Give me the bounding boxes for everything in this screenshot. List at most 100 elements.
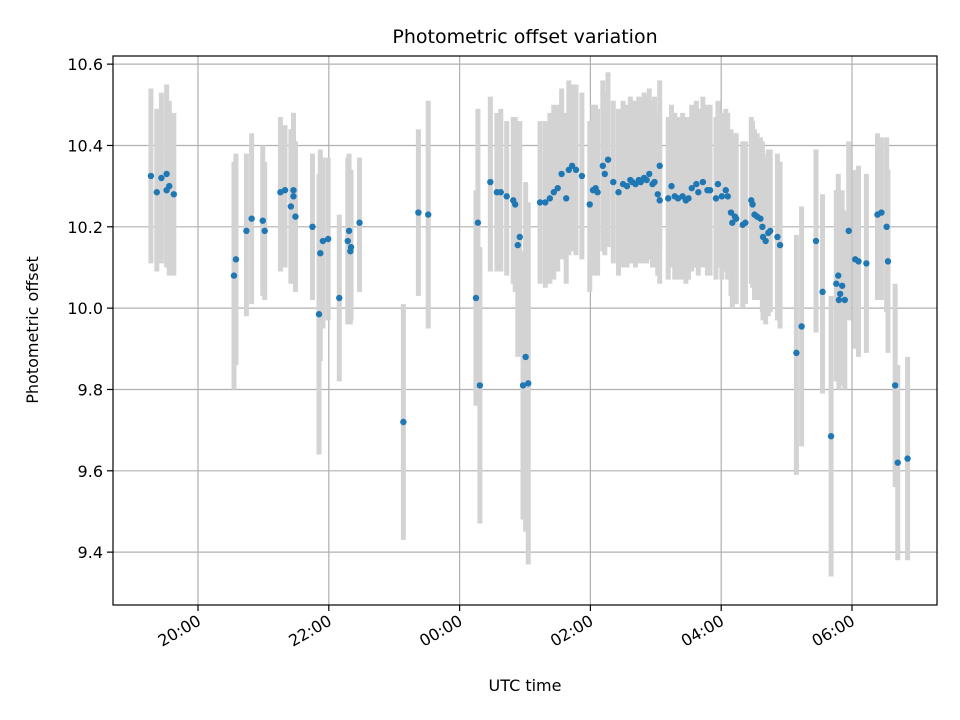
data-points xyxy=(147,156,911,466)
data-point xyxy=(656,197,663,204)
data-point xyxy=(309,223,316,230)
data-point xyxy=(733,215,740,222)
data-point xyxy=(586,201,593,208)
data-point xyxy=(319,237,327,245)
data-point xyxy=(665,195,672,202)
data-point xyxy=(601,170,608,178)
data-point xyxy=(841,296,848,304)
y-axis-label: Photometric offset xyxy=(23,256,42,404)
data-point xyxy=(503,193,510,200)
data-point xyxy=(793,349,800,357)
data-point xyxy=(855,258,862,265)
data-point xyxy=(546,195,554,202)
data-point xyxy=(878,209,885,216)
data-point xyxy=(519,382,527,389)
data-point xyxy=(163,187,170,194)
data-point xyxy=(891,382,899,389)
data-point xyxy=(651,178,658,186)
data-point xyxy=(718,193,726,200)
data-point xyxy=(550,189,557,196)
y-tick-label: 10.4 xyxy=(67,136,103,155)
data-point xyxy=(812,237,820,245)
data-point xyxy=(292,213,299,220)
data-point xyxy=(594,189,601,196)
data-point xyxy=(835,272,842,279)
data-point xyxy=(838,282,846,289)
data-point xyxy=(558,170,565,178)
plot-area-frame xyxy=(112,55,938,606)
data-point xyxy=(656,162,663,169)
data-point xyxy=(837,290,844,298)
data-point xyxy=(522,353,529,361)
data-point xyxy=(762,237,769,245)
data-point xyxy=(578,172,586,180)
data-point xyxy=(243,227,250,235)
y-tick-label: 9.8 xyxy=(78,380,103,399)
data-point xyxy=(776,241,784,249)
data-point xyxy=(147,172,155,180)
data-point xyxy=(554,184,561,192)
data-point xyxy=(712,195,720,202)
y-tick-label: 9.4 xyxy=(78,543,103,562)
data-point xyxy=(232,256,240,263)
data-point xyxy=(706,187,714,194)
data-point xyxy=(685,195,692,202)
data-point xyxy=(623,182,631,190)
data-point xyxy=(819,288,826,296)
data-point xyxy=(336,294,343,302)
data-point xyxy=(248,215,255,222)
data-point xyxy=(610,178,617,186)
data-point xyxy=(688,184,695,192)
data-point xyxy=(356,219,363,226)
data-point xyxy=(563,195,570,202)
data-point xyxy=(835,296,843,304)
data-point xyxy=(894,459,901,466)
data-point xyxy=(153,189,161,196)
data-point xyxy=(415,209,422,216)
data-point xyxy=(827,433,835,440)
data-point xyxy=(497,189,505,196)
data-point xyxy=(724,193,731,200)
x-axis-label: UTC time xyxy=(489,676,562,695)
data-point xyxy=(476,382,484,389)
data-point xyxy=(525,380,532,387)
data-point xyxy=(615,189,622,196)
data-point xyxy=(599,162,607,169)
data-point xyxy=(425,211,432,218)
data-point xyxy=(714,180,722,188)
data-point xyxy=(727,209,735,216)
data-point xyxy=(646,170,653,178)
data-point xyxy=(904,455,911,462)
chart-title: Photometric offset variation xyxy=(392,26,657,48)
data-point xyxy=(536,199,544,206)
data-point xyxy=(344,237,351,245)
data-point xyxy=(572,166,580,174)
data-point xyxy=(290,193,297,200)
y-tick-label: 9.6 xyxy=(78,462,103,481)
data-point xyxy=(699,178,707,186)
data-point xyxy=(767,227,774,235)
data-point xyxy=(315,311,323,318)
data-point xyxy=(474,219,482,226)
data-point xyxy=(863,260,870,267)
data-point xyxy=(693,180,700,188)
data-point xyxy=(884,258,892,265)
data-point xyxy=(516,233,523,241)
data-point xyxy=(654,191,661,198)
data-point xyxy=(774,233,781,241)
data-point xyxy=(158,174,165,182)
data-point xyxy=(759,223,766,230)
data-point xyxy=(400,418,407,426)
data-point xyxy=(742,219,749,226)
data-point xyxy=(472,294,480,302)
data-point xyxy=(668,182,675,190)
data-point xyxy=(511,201,519,208)
data-point xyxy=(170,191,178,198)
data-point xyxy=(345,227,353,235)
data-point xyxy=(317,250,324,257)
data-point xyxy=(230,272,238,279)
data-point xyxy=(757,215,764,222)
data-point xyxy=(883,223,890,230)
data-point xyxy=(568,162,576,169)
data-point xyxy=(487,178,494,186)
